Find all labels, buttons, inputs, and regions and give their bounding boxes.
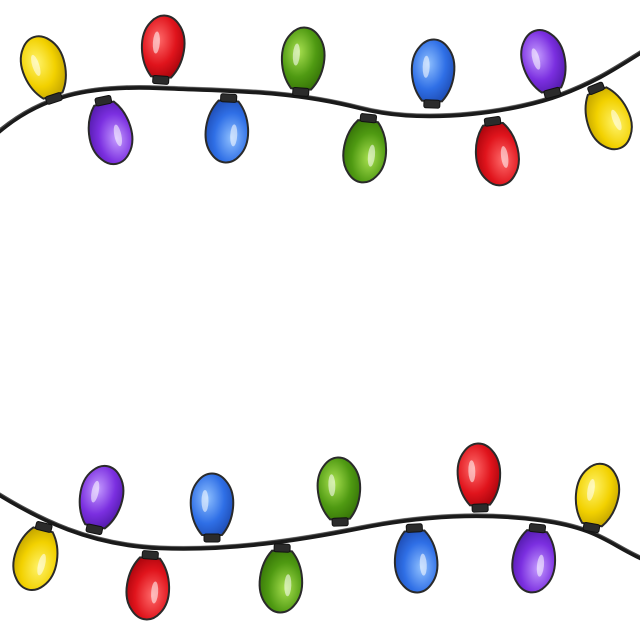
bottom-wire-highlight xyxy=(0,492,640,557)
purple-bulb-shine xyxy=(531,48,541,70)
green-bulb xyxy=(316,456,362,527)
red-bulb-shine xyxy=(500,146,509,168)
yellow-bulb-glass xyxy=(584,86,633,151)
purple-bulb-socket xyxy=(85,523,104,536)
blue-bulb xyxy=(410,38,456,109)
yellow-bulb-glass xyxy=(19,35,67,100)
blue-bulb xyxy=(393,523,439,594)
purple-bulb xyxy=(511,523,557,594)
red-bulb-shine xyxy=(151,581,159,604)
green-bulb-shine xyxy=(328,474,336,497)
blue-bulb-glass xyxy=(410,38,456,103)
purple-bulb-shine xyxy=(536,554,545,577)
red-bulb-socket xyxy=(483,115,502,127)
green-bulb-glass xyxy=(280,26,326,91)
blue-bulb-shine xyxy=(230,124,238,147)
blue-bulb-shine xyxy=(201,490,209,512)
purple-bulb-socket xyxy=(528,523,547,534)
yellow-bulb xyxy=(584,81,633,151)
top-bulbs xyxy=(19,14,633,187)
blue-bulb-glass xyxy=(204,99,250,164)
blue-bulb-shine xyxy=(422,55,430,78)
top-wire xyxy=(0,50,640,134)
red-bulb xyxy=(125,550,171,621)
purple-bulb-shine xyxy=(91,480,100,503)
red-bulb xyxy=(474,115,520,187)
green-bulb-shine xyxy=(292,43,300,66)
purple-bulb-glass xyxy=(511,529,557,594)
yellow-bulb-glass xyxy=(12,526,59,591)
green-bulb xyxy=(342,113,388,184)
purple-bulb-socket xyxy=(94,94,113,107)
bottom-bulbs xyxy=(12,442,621,621)
yellow-bulb-socket xyxy=(45,92,63,105)
blue-bulb-glass xyxy=(393,529,439,594)
yellow-bulb-shine xyxy=(37,553,46,576)
red-bulb-glass xyxy=(140,14,186,79)
red-bulb-socket xyxy=(471,503,489,513)
green-bulb-glass xyxy=(316,456,362,521)
yellow-bulb-shine xyxy=(611,109,622,131)
red-bulb xyxy=(140,14,186,85)
yellow-bulb-socket xyxy=(34,521,53,533)
green-bulb-socket xyxy=(273,543,291,553)
yellow-bulb-socket xyxy=(587,81,605,95)
yellow-bulb xyxy=(12,521,59,591)
green-bulb-socket xyxy=(292,87,310,97)
red-bulb xyxy=(456,442,502,513)
bottom-light-strand xyxy=(0,442,640,621)
green-bulb xyxy=(280,26,326,97)
purple-bulb xyxy=(520,29,567,99)
red-bulb-socket xyxy=(152,75,170,85)
blue-bulb-socket xyxy=(203,533,221,543)
red-bulb-shine xyxy=(468,460,476,483)
green-bulb-socket xyxy=(359,113,378,124)
red-bulb-glass xyxy=(456,442,502,507)
blue-bulb xyxy=(204,93,250,164)
yellow-bulb xyxy=(574,462,621,534)
top-light-strand xyxy=(0,14,640,187)
bottom-wire xyxy=(0,492,640,561)
green-bulb-shine xyxy=(284,574,292,597)
yellow-bulb-shine xyxy=(587,479,595,501)
blue-bulb-socket xyxy=(220,93,238,103)
purple-bulb xyxy=(87,94,134,166)
blue-bulb-socket xyxy=(405,523,423,533)
red-bulb-socket xyxy=(141,550,159,560)
yellow-bulb-glass xyxy=(574,462,621,528)
yellow-bulb-shine xyxy=(31,54,41,76)
red-bulb-glass xyxy=(474,121,520,187)
blue-bulb-socket xyxy=(423,99,441,109)
top-wire-highlight xyxy=(0,50,640,130)
purple-bulb-glass xyxy=(78,464,125,530)
purple-bulb-glass xyxy=(87,100,134,166)
purple-bulb-socket xyxy=(543,86,562,99)
green-bulb-shine xyxy=(367,144,376,167)
yellow-bulb-socket xyxy=(582,522,601,534)
red-bulb-glass xyxy=(125,556,171,621)
green-bulb-socket xyxy=(331,517,349,527)
yellow-bulb xyxy=(19,35,67,105)
green-bulb xyxy=(258,543,304,614)
red-bulb-shine xyxy=(152,31,160,54)
blue-bulb xyxy=(189,472,235,543)
purple-bulb-shine xyxy=(113,124,123,147)
green-bulb-glass xyxy=(342,119,388,184)
purple-bulb xyxy=(78,464,125,536)
green-bulb-glass xyxy=(258,549,304,614)
blue-bulb-glass xyxy=(189,472,235,536)
purple-bulb-glass xyxy=(520,29,567,94)
blue-bulb-shine xyxy=(419,553,427,576)
